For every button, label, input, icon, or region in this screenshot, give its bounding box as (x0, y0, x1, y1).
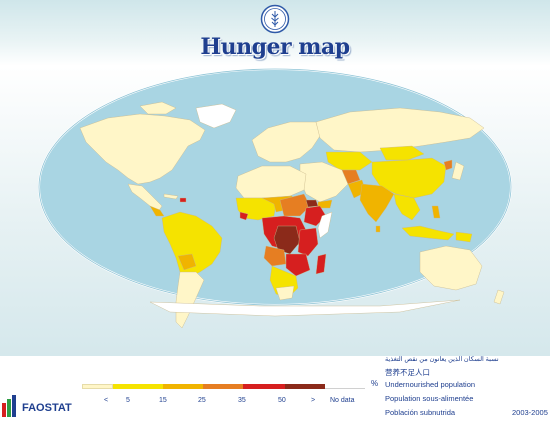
legend-swatch-low (82, 384, 113, 389)
region-bolivia (177, 253, 197, 271)
region-haiti (179, 197, 187, 203)
region-eritrea (305, 199, 319, 208)
region-arctic-islands (139, 101, 177, 115)
region-central-asia (325, 151, 373, 171)
legend-area (0, 356, 550, 425)
region-south-africa (275, 285, 295, 301)
region-new-zealand (493, 289, 505, 305)
region-south-america-north (161, 211, 223, 279)
region-zambia-mozambique (285, 253, 311, 277)
legend-unit: % (371, 379, 379, 388)
region-south-america-south (175, 271, 205, 329)
map-area (0, 66, 550, 356)
region-north-america (79, 113, 206, 185)
legend-tick: 15 (159, 397, 167, 404)
legend-swatch-15-25 (163, 384, 203, 389)
region-indonesia (401, 225, 455, 241)
legend-swatch-35-50 (243, 384, 285, 389)
region-madagascar (315, 253, 327, 275)
region-mongolia (379, 145, 425, 161)
region-russia (315, 107, 485, 153)
region-india (359, 183, 395, 223)
region-kenya-tanzania (297, 227, 319, 257)
caption-arabic: نسبة السكان الذين يعانون من نقص التغذية (385, 356, 499, 363)
legend-tick: 25 (198, 397, 206, 404)
region-afghanistan (341, 169, 361, 185)
region-sri-lanka (375, 225, 381, 233)
region-papua (455, 231, 473, 243)
legend-swatch-25-35 (203, 384, 243, 389)
region-japan (451, 161, 465, 181)
region-liberia-sierra-leone (239, 211, 249, 221)
region-central-america (127, 183, 163, 213)
region-somalia (317, 211, 333, 239)
caption-chinese: 营养不足人口 (385, 368, 430, 377)
region-europe (251, 121, 321, 163)
faostat-brand: FAOSTAT (22, 402, 72, 414)
legend-tick: < (104, 397, 109, 404)
region-philippines (431, 205, 441, 219)
region-north-africa (235, 165, 307, 199)
legend-tick: > (311, 397, 316, 404)
region-sudan-chad (279, 193, 311, 217)
region-china (371, 157, 447, 199)
legend-swatch-50-plus (285, 384, 325, 389)
caption-english: Undernourished population (385, 380, 476, 389)
legend-tick: 35 (238, 397, 246, 404)
region-antarctica (149, 299, 461, 317)
legend-swatch-no-data (325, 384, 365, 389)
region-guatemala-honduras (149, 205, 165, 217)
years-label: 2003-2005 (512, 408, 548, 417)
region-cuba (163, 193, 179, 200)
legend-tick: 5 (126, 397, 130, 404)
legend-tick: 50 (278, 397, 286, 404)
caption-spanish: Población subnutrida (385, 408, 456, 417)
region-greenland (195, 103, 237, 129)
world-map (38, 68, 512, 329)
legend-tick: No data (330, 397, 355, 404)
page-title: Hunger map (200, 34, 350, 60)
caption-french: Population sous-alimentée (385, 394, 474, 403)
region-southeast-asia (393, 193, 421, 221)
region-australia (419, 245, 483, 291)
legend-swatch-5-15 (113, 384, 163, 389)
region-north-korea (443, 159, 453, 171)
fao-emblem-icon (260, 4, 290, 34)
region-angola (263, 245, 287, 267)
faostat-bars-icon (2, 395, 72, 417)
